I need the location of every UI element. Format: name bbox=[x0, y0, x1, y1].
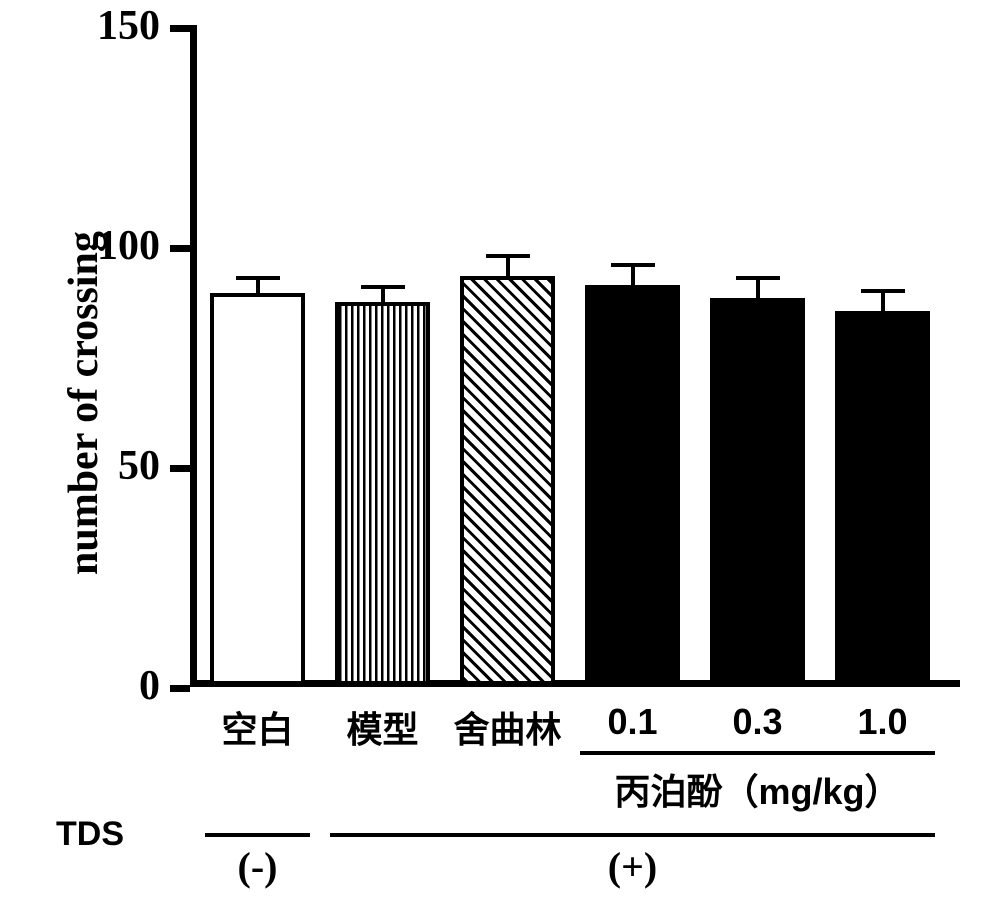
y-tick bbox=[170, 465, 190, 472]
tds-minus: (-) bbox=[218, 843, 298, 890]
error-cap bbox=[236, 276, 280, 280]
bar bbox=[460, 276, 555, 685]
y-tick-label: 50 bbox=[80, 442, 160, 490]
bar bbox=[585, 285, 680, 685]
y-tick bbox=[170, 25, 190, 32]
tds-plus-line bbox=[330, 833, 935, 837]
tds-plus: (+) bbox=[593, 843, 673, 890]
y-tick-label: 100 bbox=[80, 222, 160, 270]
y-axis-title: number of crossing bbox=[60, 231, 108, 575]
y-tick bbox=[170, 245, 190, 252]
bar bbox=[710, 298, 805, 685]
y-tick-label: 0 bbox=[80, 662, 160, 710]
drug-group-line bbox=[580, 751, 935, 755]
tds-label: TDS bbox=[30, 815, 150, 854]
bar bbox=[835, 311, 930, 685]
error-cap bbox=[361, 285, 405, 289]
drug-group-label: 丙泊酚（mg/kg） bbox=[588, 763, 928, 815]
error-cap bbox=[486, 254, 530, 258]
error-cap bbox=[861, 289, 905, 293]
x-tick-label: 1.0 bbox=[803, 701, 963, 743]
y-axis-line bbox=[190, 25, 197, 685]
bar bbox=[210, 293, 305, 685]
figure-root: number of crossing 050100150 空白模型舍曲林0.10… bbox=[0, 0, 1000, 914]
y-tick bbox=[170, 685, 190, 692]
tds-minus-line bbox=[205, 833, 310, 837]
error-cap bbox=[736, 276, 780, 280]
bar bbox=[335, 302, 430, 685]
error-cap bbox=[611, 263, 655, 267]
y-tick-label: 150 bbox=[80, 2, 160, 50]
